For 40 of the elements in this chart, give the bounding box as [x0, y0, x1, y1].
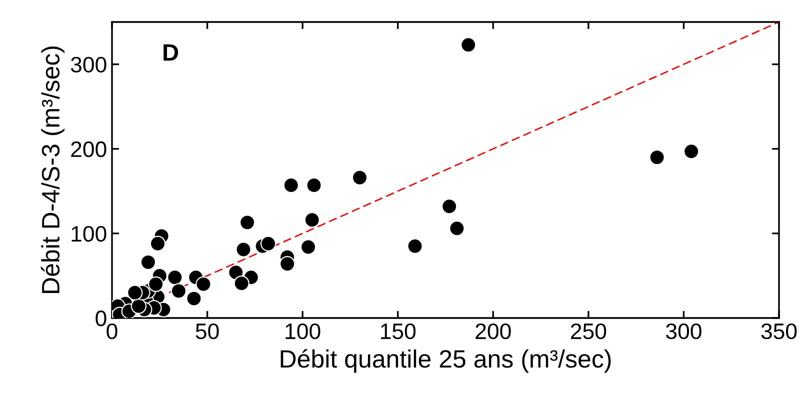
point	[196, 276, 212, 292]
point	[279, 256, 296, 272]
point	[684, 144, 700, 160]
point	[649, 149, 665, 166]
point	[170, 283, 187, 299]
annotation: D	[164, 44, 178, 61]
x-axis-title: Débit quantile 25 ans (m³/sec)	[280, 349, 611, 373]
x-tick-label: 350	[761, 323, 797, 340]
x-tick-label: 300	[666, 323, 702, 340]
point	[260, 236, 276, 252]
x-tick-label: 200	[476, 323, 511, 340]
point	[306, 177, 322, 194]
point	[150, 236, 166, 252]
point	[239, 214, 256, 230]
y-tick-label: 100	[72, 226, 106, 242]
point	[300, 239, 316, 255]
x-tick-label: 0	[106, 323, 118, 340]
point	[148, 276, 164, 292]
point	[304, 212, 320, 228]
y-tick-label: 300	[70, 56, 106, 73]
point	[441, 198, 458, 214]
point	[130, 298, 147, 314]
x-tick-label: 250	[571, 323, 606, 340]
point	[449, 220, 465, 236]
x-tick-label: 100	[286, 323, 320, 340]
point	[186, 290, 202, 306]
x-tick-label: 150	[381, 323, 416, 340]
point	[140, 254, 156, 270]
point	[234, 275, 250, 292]
point	[127, 284, 143, 300]
point	[352, 170, 368, 186]
point	[283, 177, 299, 194]
point	[236, 242, 252, 258]
y-tick-label: 200	[71, 141, 106, 158]
point	[460, 36, 476, 53]
y-tick-label: 0	[96, 310, 106, 326]
y-axis-title: Débit D-4/S-3 (m³/sec)	[40, 46, 64, 293]
point	[407, 238, 423, 254]
x-tick-label: 50	[196, 323, 219, 340]
point	[167, 270, 183, 286]
